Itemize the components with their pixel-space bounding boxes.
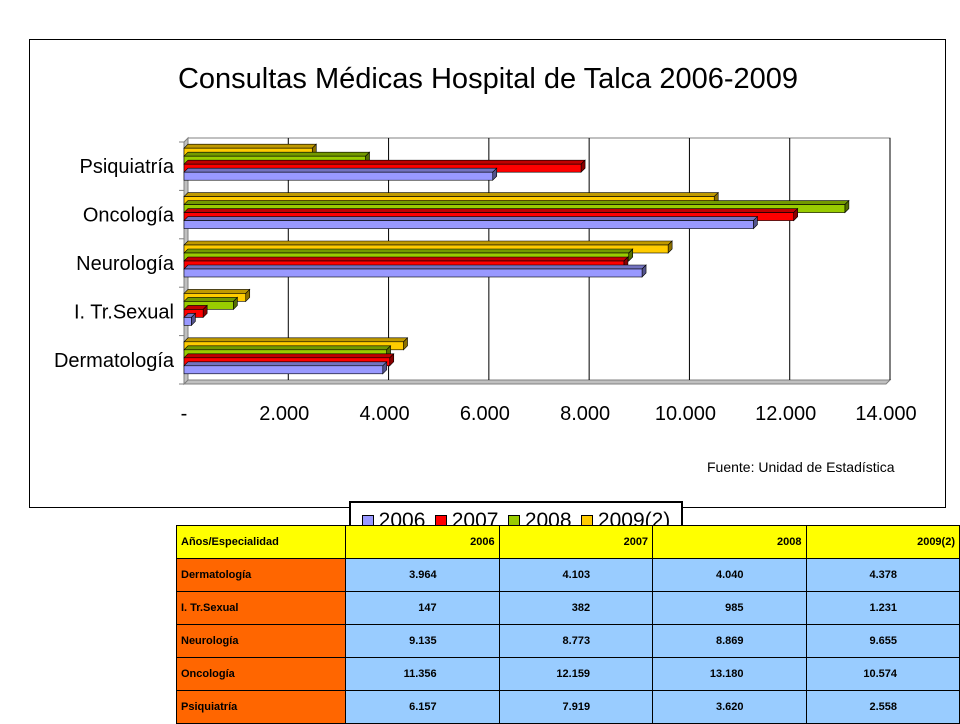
data-table: Años/Especialidad 2006 2007 2008 2009(2)… — [175, 525, 960, 724]
category-label: Psiquiatría — [80, 156, 175, 178]
table-cell: 3.964 — [345, 558, 500, 592]
table-cell: 1.231 — [805, 591, 960, 625]
table-row: I. Tr.Sexual 147 382 985 1.231 — [175, 591, 960, 625]
chart-frame: Consultas Médicas Hospital de Talca 2006… — [29, 39, 946, 541]
bar-top-face — [183, 200, 850, 205]
table-cell: 4.040 — [652, 558, 807, 592]
x-tick-label: 8.000 — [560, 403, 610, 425]
table-cell: 11.356 — [345, 657, 500, 691]
category-label: Neurología — [76, 253, 175, 275]
table-cell: 8.869 — [652, 624, 807, 658]
bar-top-face — [183, 256, 629, 262]
table-cell: 8.773 — [498, 624, 654, 658]
table-row-label: Psiquiatría — [175, 690, 347, 724]
bar-top-face — [183, 159, 586, 165]
plot-floor — [182, 379, 892, 385]
table-cell: 4.378 — [805, 558, 960, 592]
bar — [183, 317, 192, 326]
bar-top-face — [183, 345, 392, 351]
category-label: I. Tr.Sexual — [74, 301, 174, 323]
bar-top-face — [183, 151, 371, 157]
source-note: Fuente: Unidad de Estadística — [707, 459, 895, 475]
table-header-year: 2007 — [498, 525, 654, 559]
table-cell: 9.135 — [345, 624, 500, 658]
bar — [183, 171, 494, 181]
bar-top-face — [183, 216, 759, 221]
table-cell: 382 — [498, 591, 654, 625]
table-cell: 147 — [345, 591, 500, 625]
bar — [183, 220, 754, 229]
chart-title: Consultas Médicas Hospital de Talca 2006… — [178, 63, 798, 95]
bar-top-face — [183, 353, 395, 359]
bar-top-face — [183, 143, 317, 149]
bar-top-face — [183, 289, 251, 294]
table-header-year: 2009(2) — [805, 525, 960, 559]
table-row-label: Dermatología — [175, 558, 347, 592]
table-cell: 7.919 — [498, 690, 654, 724]
bar-top-face — [183, 240, 673, 246]
bar-top-face — [183, 361, 388, 367]
table-cell: 4.103 — [498, 558, 654, 592]
bar-top-face — [183, 337, 409, 343]
table-row: Oncología 11.356 12.159 13.180 10.574 — [175, 657, 960, 691]
table-row: Dermatología 3.964 4.103 4.040 4.378 — [175, 558, 960, 592]
table-cell: 13.180 — [652, 657, 807, 691]
table-row-label: Oncología — [175, 657, 347, 691]
bar-top-face — [183, 192, 719, 197]
table-header-row: Años/Especialidad 2006 2007 2008 2009(2) — [175, 525, 960, 559]
table-cell: 10.574 — [805, 657, 960, 691]
table-cell: 12.159 — [498, 657, 654, 691]
table-cell: 9.655 — [805, 624, 960, 658]
bar-top-face — [183, 297, 239, 302]
x-tick-label: 2.000 — [259, 403, 309, 425]
table-header-label: Años/Especialidad — [175, 525, 347, 559]
table-header-year: 2006 — [345, 525, 500, 559]
bar — [183, 268, 643, 278]
x-tick-label: - — [181, 403, 188, 425]
table-row: Psiquiatría 6.157 7.919 3.620 2.558 — [175, 690, 960, 724]
x-tick-label: 10.000 — [655, 403, 716, 425]
x-tick-label: 6.000 — [460, 403, 510, 425]
table-row-label: Neurología — [175, 624, 347, 658]
table-header-year: 2008 — [652, 525, 807, 559]
bar-top-face — [183, 167, 498, 173]
table-cell: 985 — [652, 591, 807, 625]
category-label: Dermatología — [54, 350, 175, 372]
x-tick-label: 4.000 — [360, 403, 410, 425]
table-row-label: I. Tr.Sexual — [175, 591, 347, 625]
bar-top-face — [183, 248, 634, 254]
category-label: Oncología — [83, 205, 175, 227]
table-cell: 6.157 — [345, 690, 500, 724]
bar — [183, 365, 384, 375]
x-tick-label: 12.000 — [755, 403, 816, 425]
table-cell: 2.558 — [805, 690, 960, 724]
bar-top-face — [183, 264, 647, 270]
table-row: Neurología 9.135 8.773 8.869 9.655 — [175, 624, 960, 658]
x-tick-label: 14.000 — [855, 403, 916, 425]
bar-chart: Consultas Médicas Hospital de Talca 2006… — [54, 63, 917, 425]
bar-top-face — [183, 208, 799, 213]
bar — [183, 301, 234, 310]
table-cell: 3.620 — [652, 690, 807, 724]
